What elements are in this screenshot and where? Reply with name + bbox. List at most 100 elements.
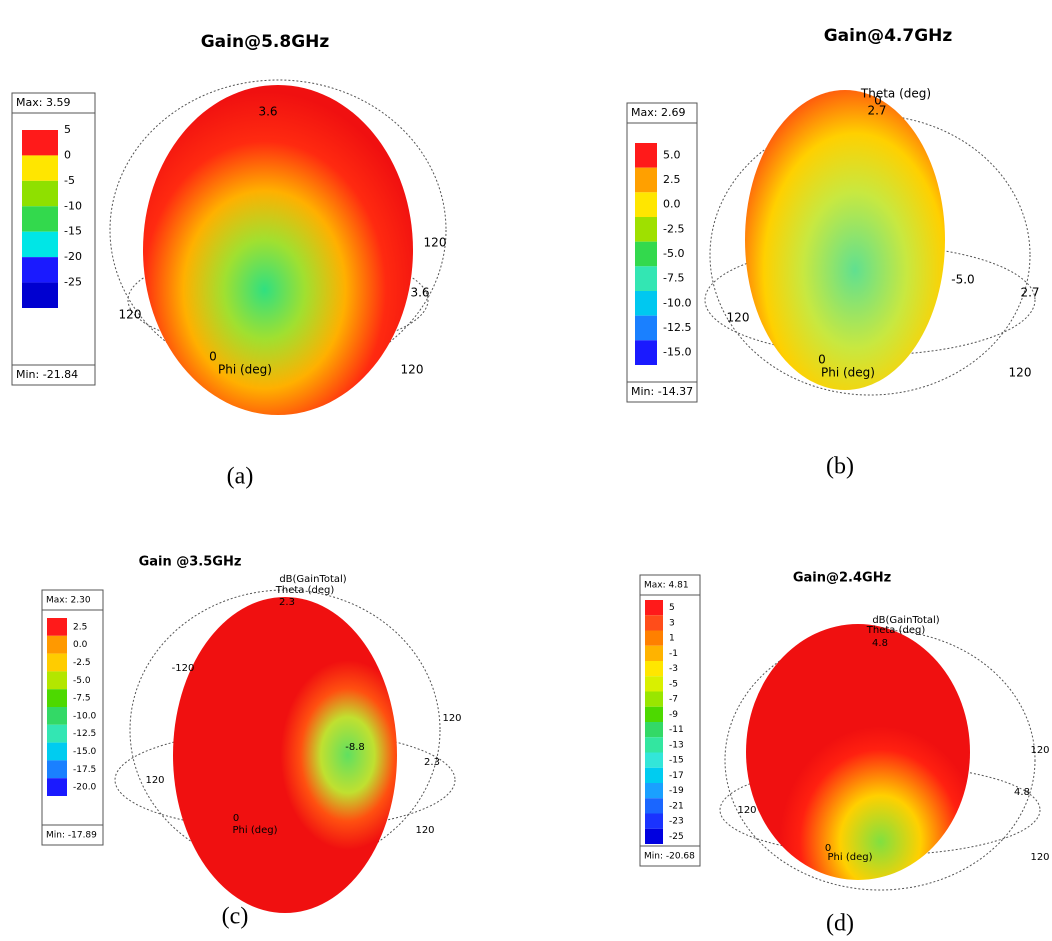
scale-label: -12.5 (73, 729, 96, 739)
color-swatch (635, 266, 657, 291)
scale-label: -9 (669, 710, 678, 720)
color-swatch (645, 783, 663, 798)
color-swatch (22, 232, 58, 257)
color-swatch (645, 737, 663, 752)
color-swatch (635, 192, 657, 217)
panel: Gain@2.4GHz Max: 4.81 Min: -20.68 5 3 1 -1 -3 -5… (640, 571, 1050, 937)
scale-label: 5 (669, 603, 675, 613)
scale-label: -25 (64, 276, 82, 289)
panel-title: Gain@5.8GHz (201, 32, 330, 52)
scale-label: -5.0 (73, 676, 91, 686)
axis-annotation: 4.8 (872, 638, 888, 649)
color-swatch (47, 707, 67, 725)
color-swatch (22, 206, 58, 231)
scale-label: -15 (669, 756, 684, 766)
axis-annotation: Phi (deg) (233, 825, 278, 836)
color-swatch (645, 676, 663, 691)
scale-label: -5.0 (663, 247, 684, 260)
legend-min: Min: -14.37 (631, 385, 693, 398)
scale-label: -19 (669, 786, 684, 796)
color-swatch (47, 778, 67, 796)
radiation-pattern (745, 90, 945, 390)
legend-max: Max: 2.30 (46, 596, 91, 606)
axis-annotation: Phi (deg) (821, 366, 875, 380)
scale-label: -3 (669, 664, 678, 674)
color-swatch (635, 291, 657, 316)
color-swatch (645, 692, 663, 707)
legend-max: Max: 4.81 (644, 581, 689, 591)
scale-label: 1 (669, 634, 675, 644)
color-swatch (22, 130, 58, 155)
scale-label: -2.5 (663, 222, 684, 235)
color-swatch (47, 654, 67, 672)
axis-annotation: 120 (415, 825, 434, 836)
color-swatch (47, 671, 67, 689)
panel-title: Gain@2.4GHz (793, 571, 891, 586)
axis-annotation: 120 (727, 311, 750, 325)
caption: (a) (227, 464, 254, 490)
legend-min: Min: -20.68 (644, 852, 695, 862)
axis-annotation: 2.3 (424, 757, 440, 768)
color-swatch (645, 753, 663, 768)
axis-annotation: 120 (119, 308, 142, 322)
axis-annotation: 3.6 (258, 105, 277, 119)
scale-label: -25 (669, 832, 684, 842)
color-swatch (635, 316, 657, 341)
scale-label: -1 (669, 649, 678, 659)
scale-label: 3 (669, 618, 675, 628)
axis-annotation: -120 (172, 663, 195, 674)
legend-min: Min: -17.89 (46, 831, 97, 841)
color-swatch (22, 155, 58, 180)
color-swatch (47, 689, 67, 707)
axis-annotation: 0 (818, 353, 826, 367)
scale-label: -5 (669, 679, 678, 689)
scale-label: -10.0 (663, 296, 691, 309)
scale-label: -17 (669, 771, 684, 781)
axis-annotation: Phi (deg) (218, 363, 272, 377)
scale-label: -10.0 (73, 711, 97, 721)
scale-label: 5 (64, 123, 71, 136)
scale-label: -20 (64, 250, 82, 263)
scale-label: -2.5 (73, 658, 91, 668)
axis-annotation: 120 (145, 775, 164, 786)
color-swatch (645, 631, 663, 646)
color-swatch (22, 181, 58, 206)
radiation-pattern (173, 597, 397, 913)
scale-label: -7.5 (73, 694, 91, 704)
scale-label: -5 (64, 174, 75, 187)
scale-label: -7.5 (663, 272, 684, 285)
axis-annotation: 4.8 (1014, 787, 1030, 798)
axis-annotation: 3.6 (410, 286, 429, 300)
panel-title: Gain @3.5GHz (139, 555, 242, 570)
scale-label: -15 (64, 225, 82, 238)
legend-max: Max: 2.69 (631, 106, 685, 119)
axis-annotation: -8.8 (345, 742, 365, 753)
axis-annotation: 120 (442, 713, 461, 724)
scale-label: -13 (669, 740, 684, 750)
color-swatch (645, 661, 663, 676)
figure: Gain@5.8GHzMax: 3.59Min: -21.8450-5-10-1… (0, 0, 1052, 941)
caption: (b) (826, 454, 854, 480)
color-swatch (645, 829, 663, 844)
scale-label: 2.5 (663, 173, 681, 186)
panels: Gain@5.8GHzMax: 3.59Min: -21.8450-5-10-1… (12, 26, 1050, 937)
caption: (d) (826, 911, 854, 937)
legend-min: Min: -21.84 (16, 368, 78, 381)
scale-label: 0.0 (73, 640, 88, 650)
scale-label: -15.0 (663, 346, 691, 359)
axis-annotation: 0 (209, 350, 217, 364)
color-swatch (645, 600, 663, 615)
axis-annotation: 120 (401, 363, 424, 377)
scale-label: -23 (669, 817, 684, 827)
color-swatch (635, 217, 657, 242)
color-swatch (47, 618, 67, 636)
color-swatch (645, 707, 663, 722)
scale-label: 2.5 (73, 622, 87, 632)
radiation-pattern (746, 624, 970, 880)
axis-annotation: 2.7 (867, 104, 886, 118)
color-swatch (645, 646, 663, 661)
axis-annotation: Theta (deg) (866, 625, 926, 636)
scale-label: -15.0 (73, 747, 97, 757)
